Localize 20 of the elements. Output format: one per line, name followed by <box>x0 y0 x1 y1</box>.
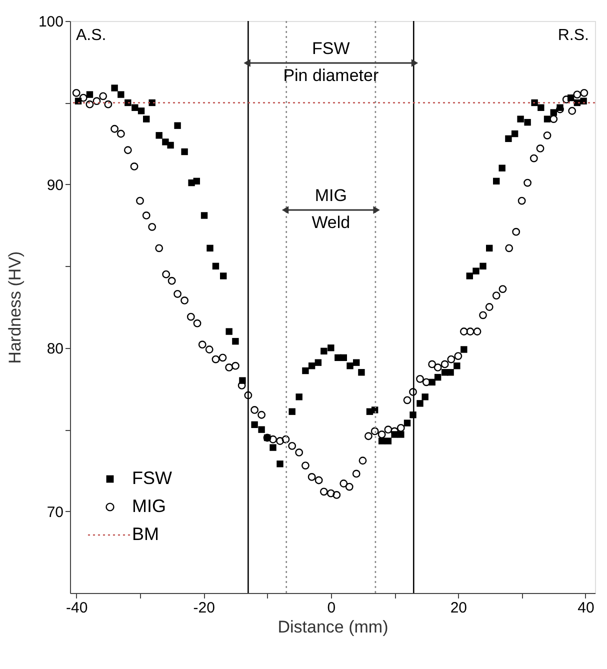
x-tick-label: 40 <box>578 600 594 616</box>
x-axis-title: Distance (mm) <box>278 618 388 636</box>
annotation: Pin diameter <box>283 66 379 85</box>
annotation: FSW <box>312 39 350 58</box>
y-tick-label: 100 <box>38 14 64 30</box>
legend-label: MIG <box>132 496 166 516</box>
x-tick-label: 20 <box>450 600 468 616</box>
annotation: MIG <box>314 186 347 205</box>
annotation: A.S. <box>76 27 106 44</box>
legend-label: BM <box>132 524 159 544</box>
annotation: Weld <box>312 213 350 232</box>
x-tick-label: 0 <box>327 600 336 616</box>
annotation: R.S. <box>558 27 589 44</box>
x-tick-label: -40 <box>66 600 88 616</box>
y-tick-label: 80 <box>46 340 64 358</box>
y-tick-label: 70 <box>46 504 64 521</box>
x-tick-label: -20 <box>193 600 215 616</box>
y-tick-label: 90 <box>46 176 64 194</box>
y-axis-title: Hardness (HV) <box>5 251 24 364</box>
legend-label: FSW <box>132 468 172 488</box>
